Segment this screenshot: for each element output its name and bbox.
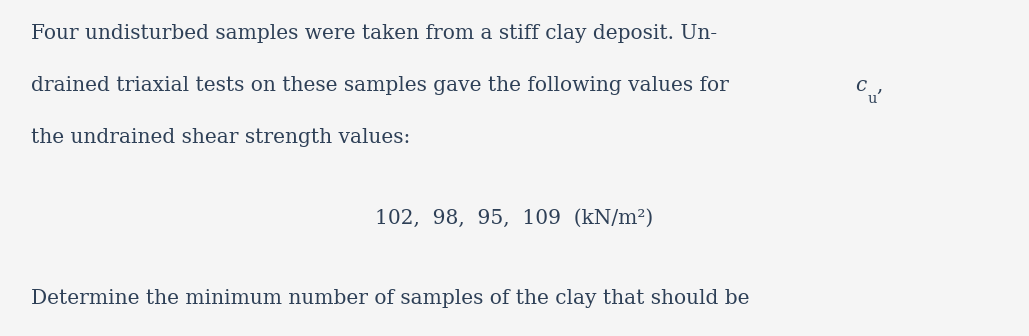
Text: c: c (856, 76, 866, 95)
Text: ,: , (876, 76, 883, 95)
Text: Four undisturbed samples were taken from a stiff clay deposit. Un-: Four undisturbed samples were taken from… (31, 24, 717, 43)
Text: the undrained shear strength values:: the undrained shear strength values: (31, 128, 411, 147)
Text: 102,  98,  95,  109  (kN/m²): 102, 98, 95, 109 (kN/m²) (376, 208, 653, 227)
Text: Determine the minimum number of samples of the clay that should be: Determine the minimum number of samples … (31, 289, 749, 308)
Text: u: u (867, 92, 877, 106)
Text: drained triaxial tests on these samples gave the following values for: drained triaxial tests on these samples … (31, 76, 735, 95)
